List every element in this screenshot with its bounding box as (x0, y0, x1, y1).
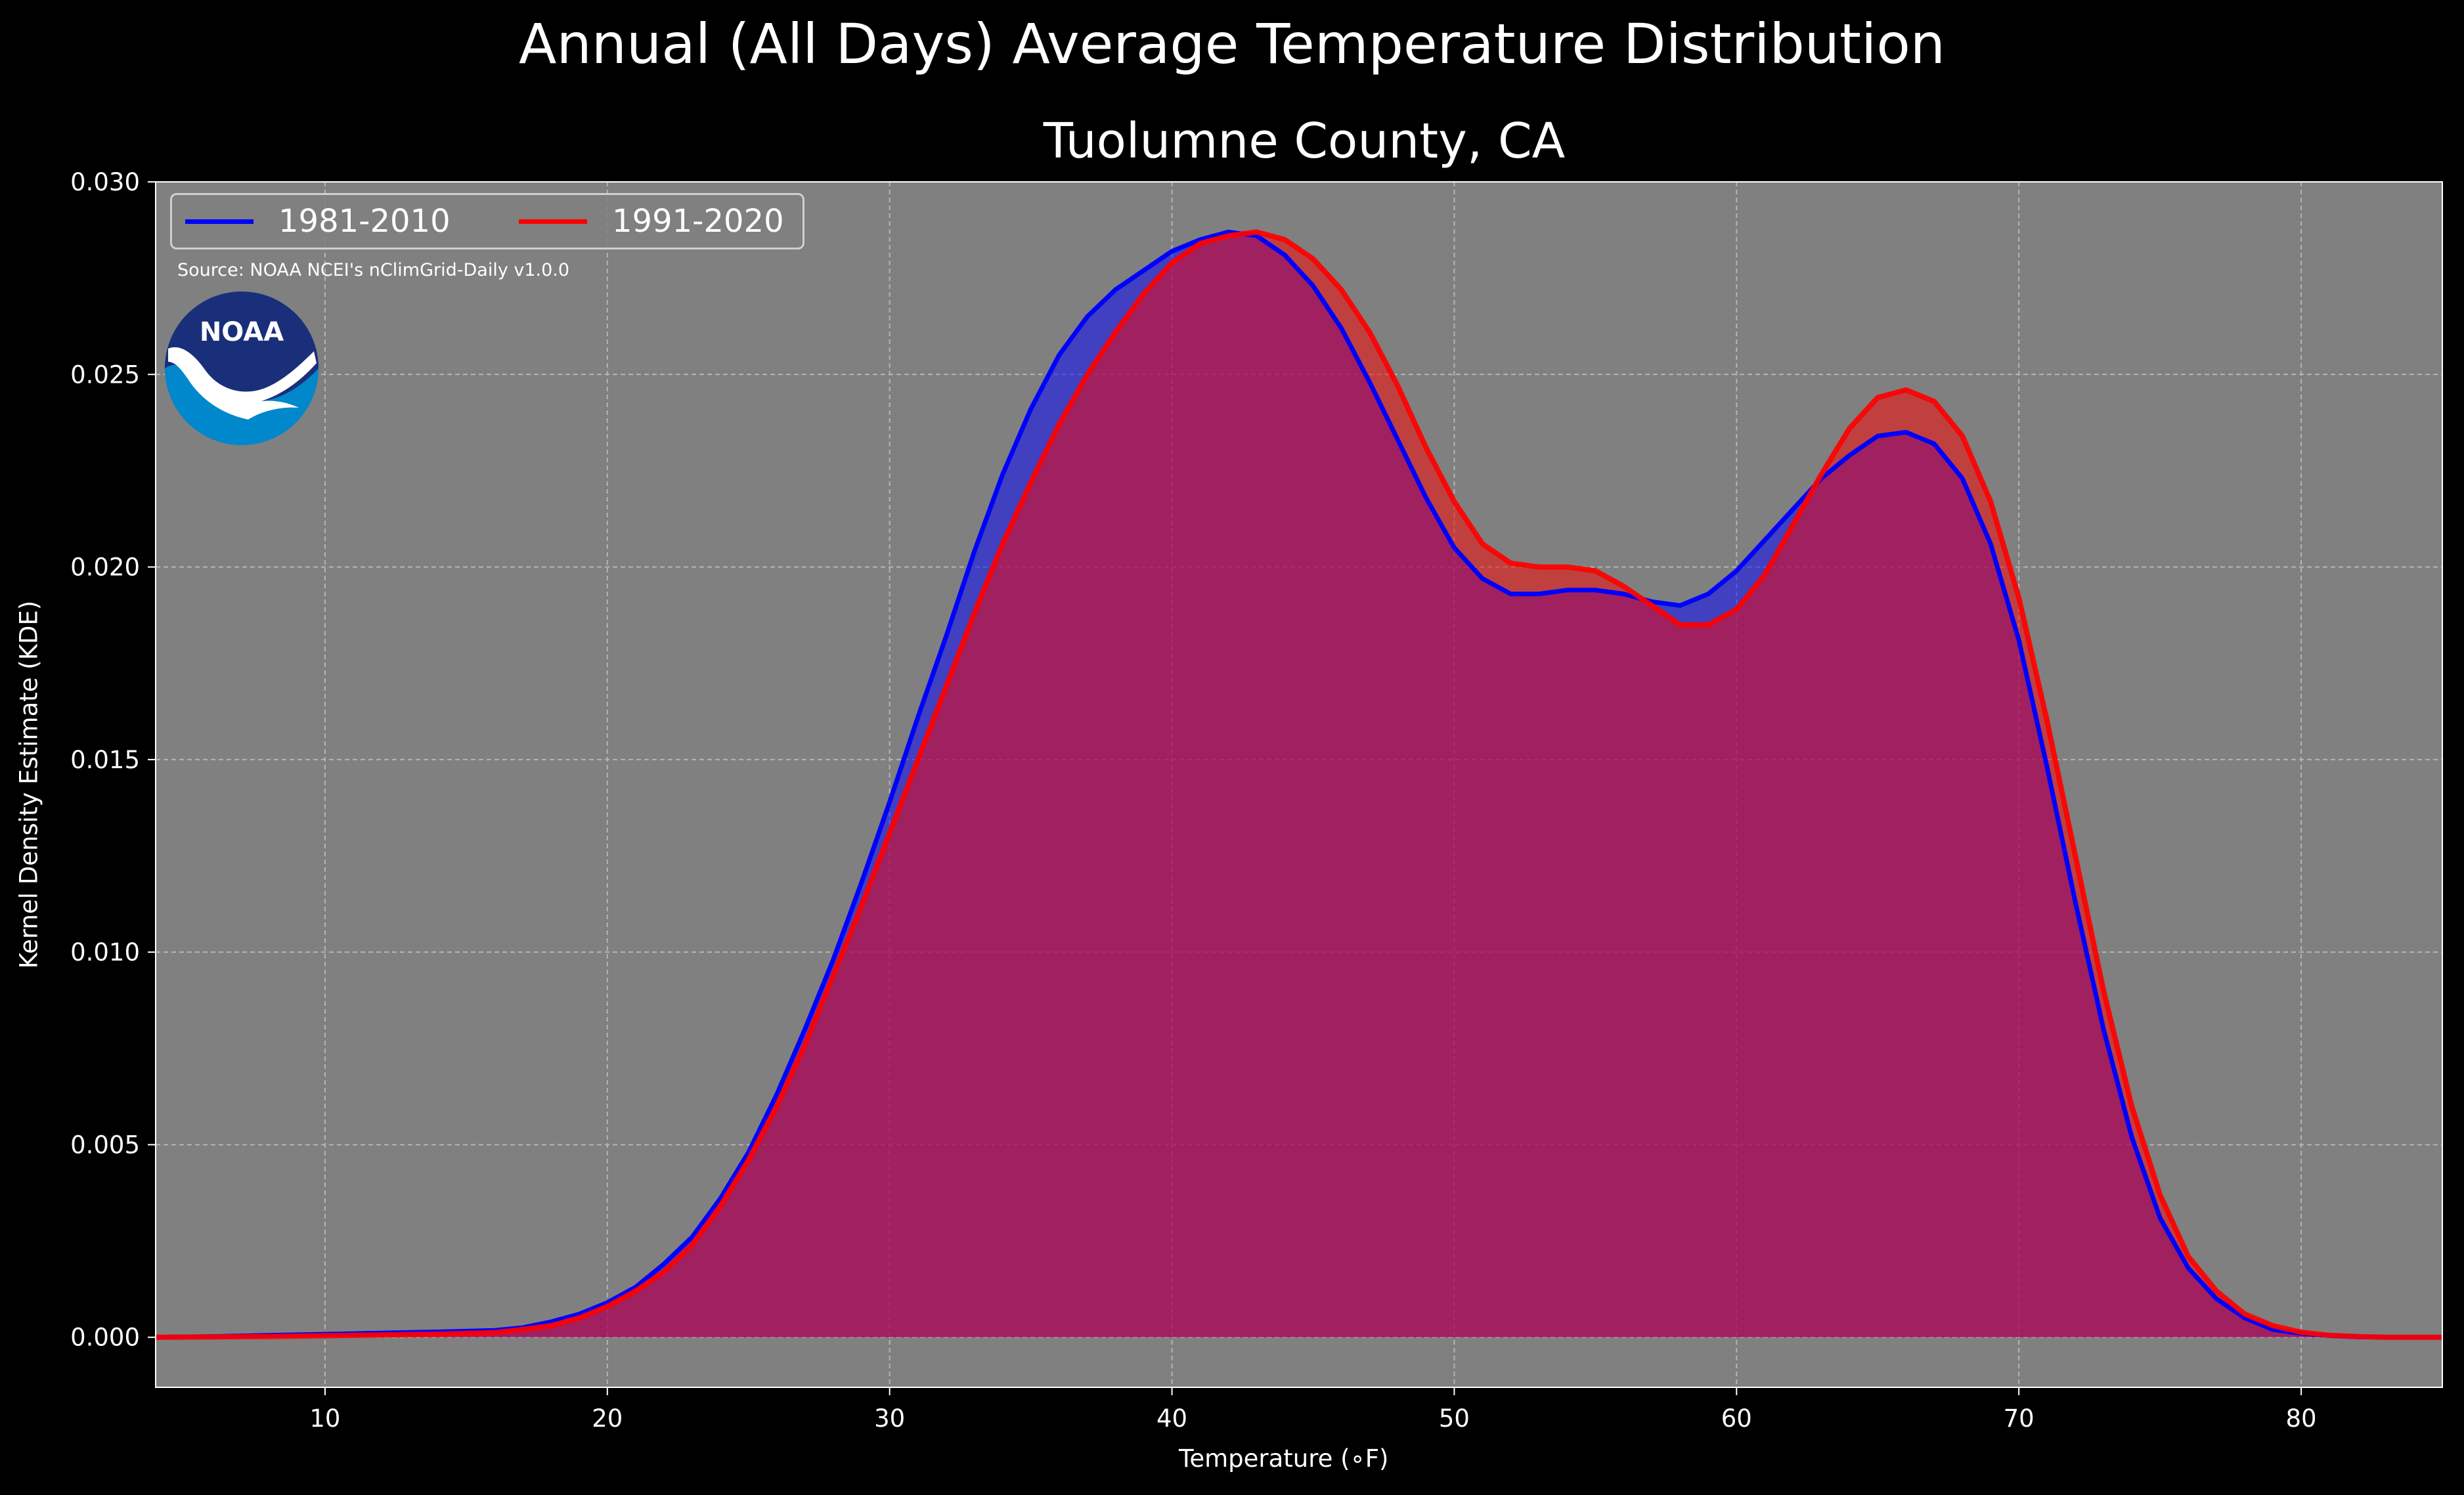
legend-label-1981-2010: 1981-2010 (278, 203, 451, 240)
y-tick-label: 0.020 (70, 553, 140, 582)
area-fill-1991-2020 (156, 232, 2442, 1337)
x-tick-label: 70 (2004, 1404, 2035, 1433)
y-tick-label: 0.005 (70, 1131, 140, 1159)
series-lines (155, 229, 2442, 1340)
y-tick-label: 0.030 (70, 168, 140, 196)
series-line-1981-2010 (155, 229, 2442, 1340)
legend-label-1991-2020: 1991-2020 (612, 203, 784, 240)
series-line-1991-2020 (155, 229, 2442, 1340)
source-note: Source: NOAA NCEI's nClimGrid-Daily v1.0… (177, 260, 570, 280)
chart-suptitle: Annual (All Days) Average Temperature Di… (519, 12, 1945, 76)
y-tick-label: 0.025 (70, 360, 140, 389)
legend: 1981-2010 1991-2020 (170, 193, 804, 249)
noaa-logo-icon: NOAA (165, 292, 319, 445)
x-tick-label: 10 (309, 1404, 340, 1433)
y-tick-label: 0.010 (70, 938, 140, 966)
legend-item-1981-2010: 1981-2010 (185, 195, 451, 248)
x-tick-label: 40 (1156, 1404, 1187, 1433)
x-tick-label: 50 (1439, 1404, 1470, 1433)
x-tick-label: 20 (592, 1404, 623, 1433)
x-tick-label: 60 (1721, 1404, 1752, 1433)
area-fills (156, 232, 2442, 1337)
x-tick-label: 30 (874, 1404, 905, 1433)
plot-frame (155, 181, 2443, 1388)
legend-swatch-blue (185, 219, 253, 224)
y-axis-label: Kernel Density Estimate (KDE) (14, 600, 43, 969)
legend-item-1991-2020: 1991-2020 (519, 195, 784, 248)
ticks: 10 20 30 40 50 60 70 80 0.000 0.005 0.010 0.015 0.02… (70, 168, 2317, 1433)
x-axis-label: Temperature (∘F) (1179, 1444, 1389, 1473)
svg-text:NOAA: NOAA (200, 317, 284, 347)
y-tick-label: 0.015 (70, 746, 140, 774)
legend-swatch-red (519, 219, 587, 224)
y-tick-label: 0.000 (70, 1324, 140, 1352)
chart-title: Tuolumne County, CA (1043, 113, 1566, 169)
x-tick-label: 80 (2286, 1404, 2317, 1433)
